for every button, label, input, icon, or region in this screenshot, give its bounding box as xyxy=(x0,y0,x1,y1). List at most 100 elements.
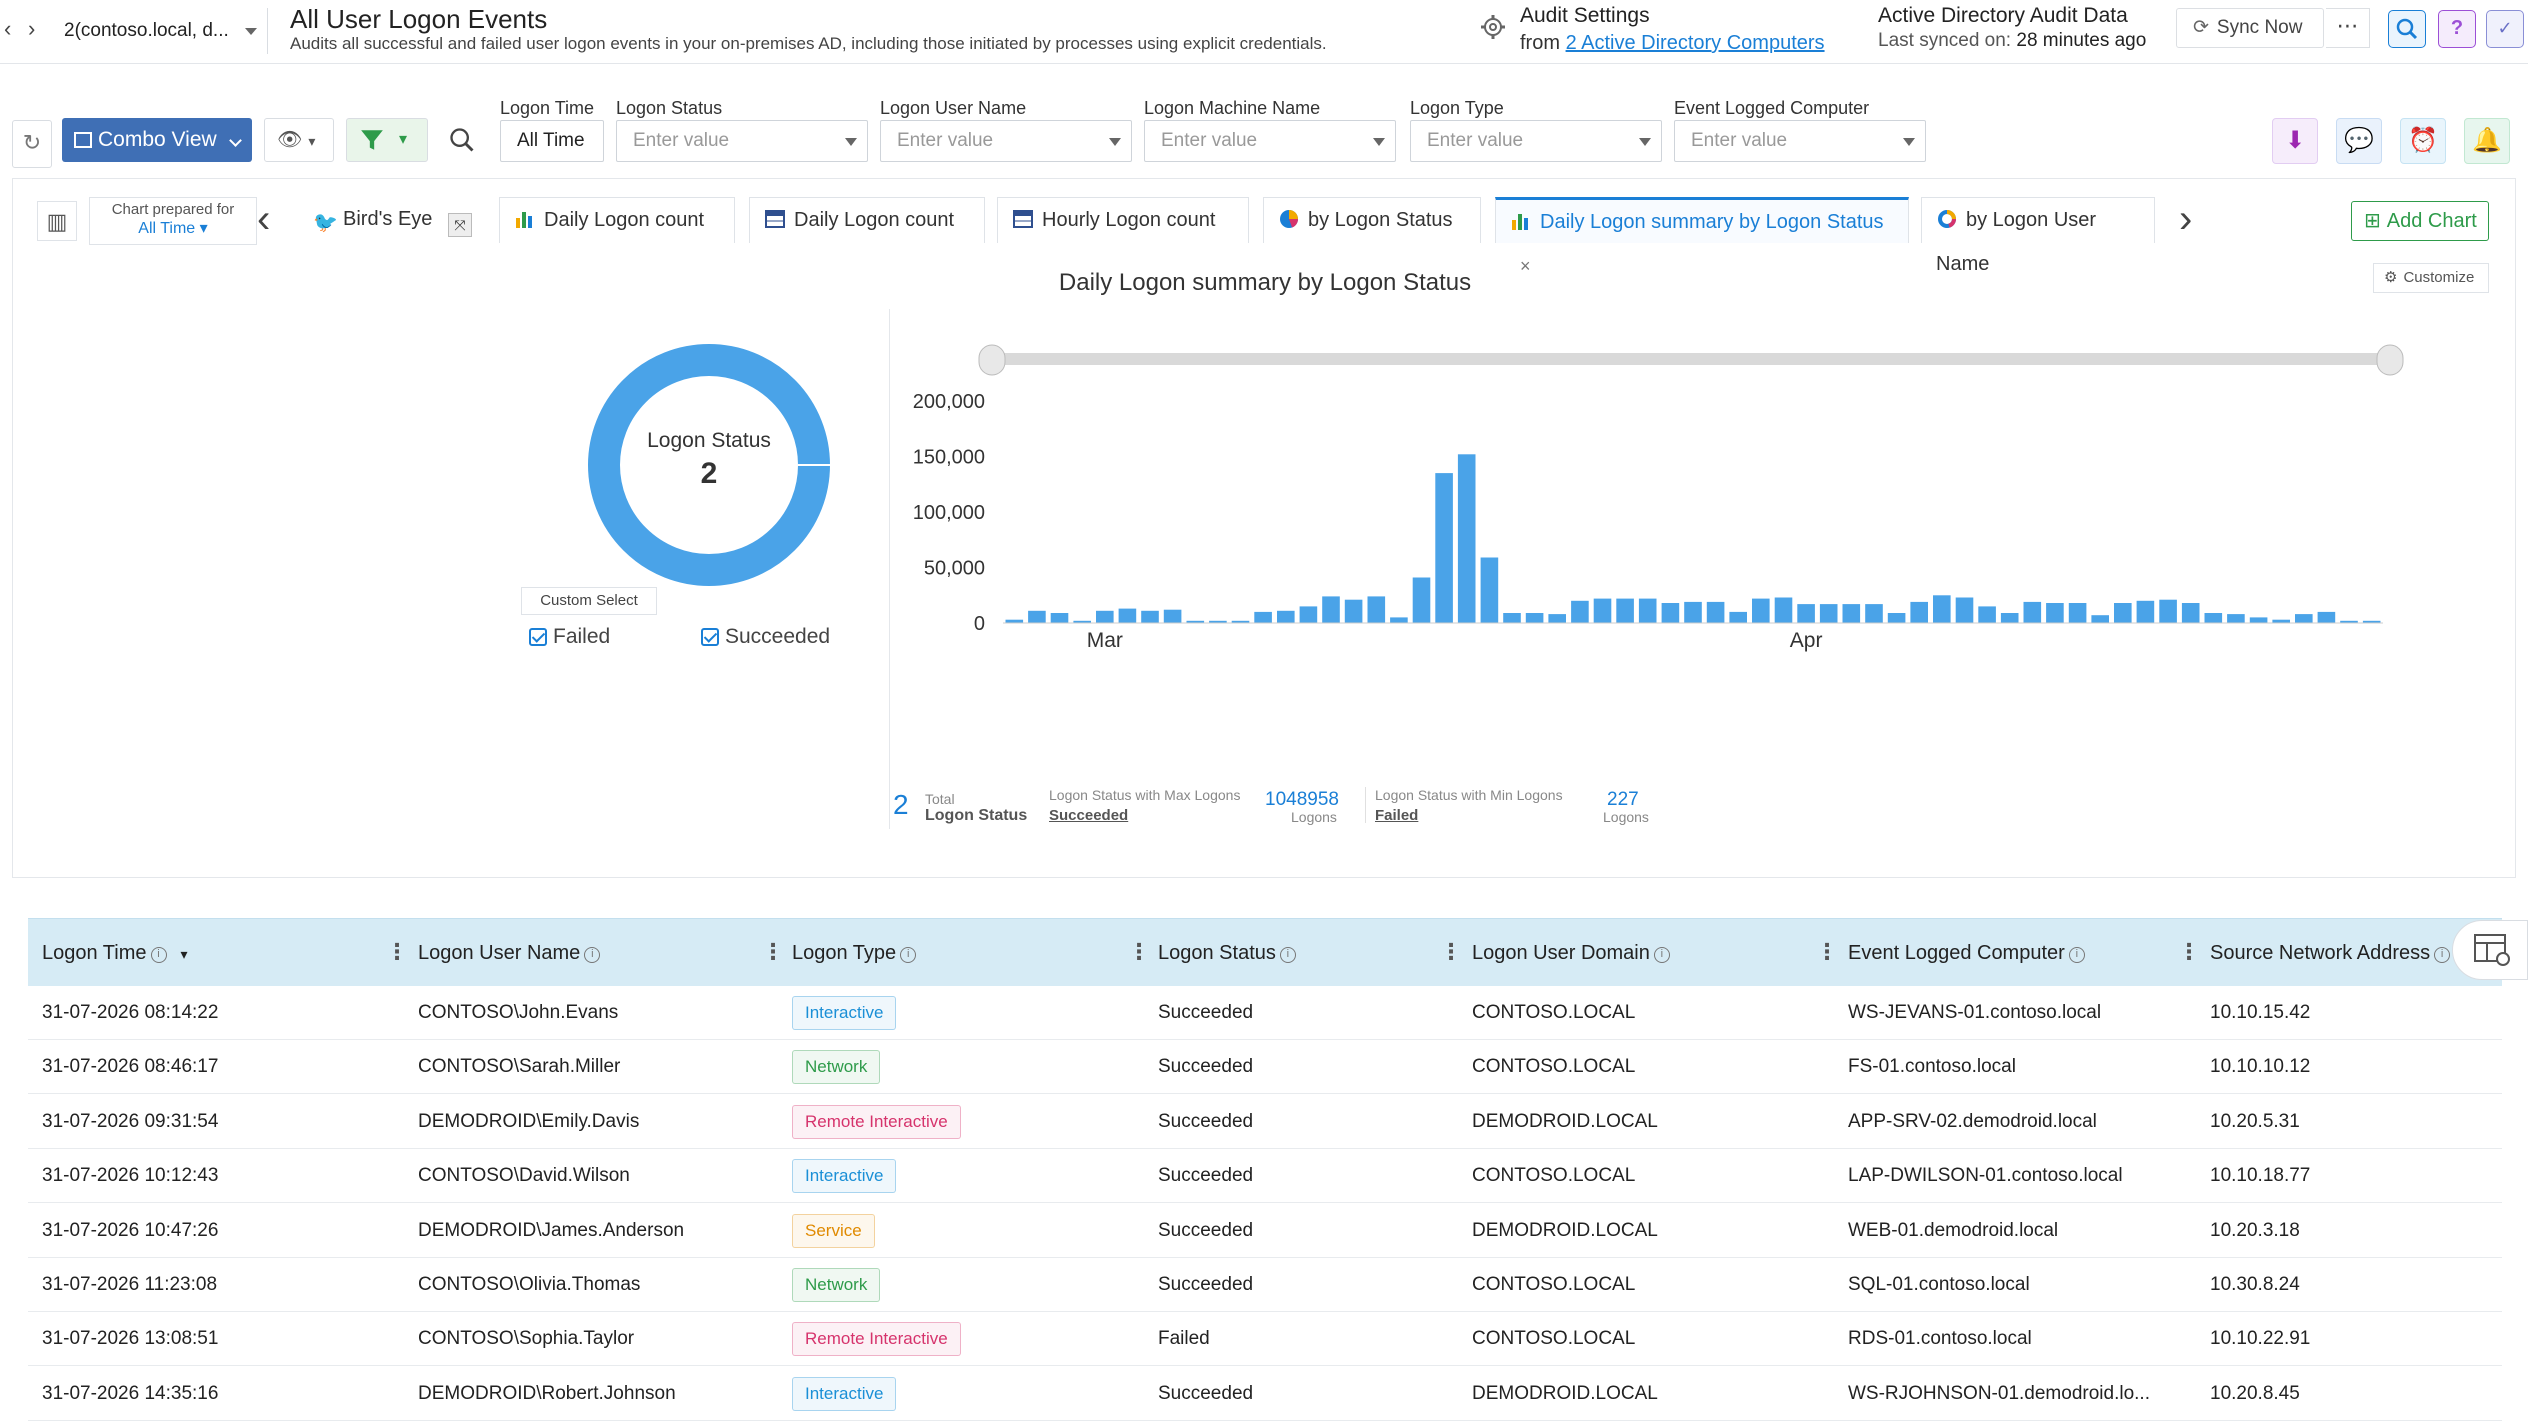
chart-bar[interactable] xyxy=(2046,603,2064,623)
tabs-prev-chevron-icon[interactable]: ‹ xyxy=(257,197,271,241)
chart-bar[interactable] xyxy=(1096,610,1114,623)
chart-bar[interactable] xyxy=(2340,620,2358,623)
info-icon[interactable]: i xyxy=(2068,947,2085,963)
chart-bar[interactable] xyxy=(1661,603,1680,623)
chart-bar[interactable] xyxy=(2317,611,2336,623)
more-options-button[interactable]: ⋯ xyxy=(2326,8,2370,48)
info-icon[interactable]: i xyxy=(1279,947,1296,963)
chart-bar[interactable] xyxy=(1435,473,1453,623)
chart-bar[interactable] xyxy=(1050,613,1069,623)
range-slider-right-handle[interactable] xyxy=(2376,344,2404,376)
audit-computers-link[interactable]: 2 Active Directory Computers xyxy=(1565,32,1825,54)
tabs-next-chevron-icon[interactable]: › xyxy=(2179,197,2193,241)
chart-bar[interactable] xyxy=(1616,598,1634,623)
chart-bar[interactable] xyxy=(1978,606,1996,623)
chart-bar[interactable] xyxy=(2068,603,2087,623)
chart-bar[interactable] xyxy=(1571,600,1589,623)
export-button[interactable]: ⬇ xyxy=(2272,118,2318,164)
chart-bar[interactable] xyxy=(1729,611,1747,623)
tab-birds-eye[interactable]: 🐦 Bird's Eye ⤧ xyxy=(299,197,483,243)
chart-bar[interactable] xyxy=(1209,620,1227,623)
table-row[interactable]: 31-07-2026 10:47:26 DEMODROID\James.Ander… xyxy=(28,1204,2502,1258)
chart-bar[interactable] xyxy=(2204,613,2223,623)
chart-bar[interactable] xyxy=(1277,610,1295,623)
checkbox-checked-icon[interactable] xyxy=(529,628,547,646)
chart-bar[interactable] xyxy=(1299,606,1318,623)
event-logged-computer-filter[interactable]: Enter value xyxy=(1674,120,1926,162)
expand-icon[interactable]: ⤧ xyxy=(447,213,472,237)
chart-bar[interactable] xyxy=(1593,598,1612,623)
column-header-logon-user-name[interactable]: Logon User Name i xyxy=(418,919,601,987)
chart-bar[interactable] xyxy=(1887,613,1906,623)
logon-time-filter[interactable]: All Time xyxy=(500,120,604,162)
chart-bar[interactable] xyxy=(2023,601,2042,623)
customize-button[interactable]: ⚙ Customize xyxy=(2373,263,2489,293)
daily-logon-bar-chart[interactable]: 0 50,000 100,000 150,000 200,000 Mar Apr xyxy=(893,329,2413,789)
chart-bar[interactable] xyxy=(1548,614,1566,623)
help-button[interactable]: ? xyxy=(2438,10,2476,48)
chart-bar[interactable] xyxy=(1503,613,1521,623)
table-row[interactable]: 31-07-2026 09:31:54 DEMODROID\Emily.Davis… xyxy=(28,1095,2502,1149)
column-menu-icon[interactable]: ⋮ xyxy=(1440,939,1462,964)
range-slider-left-handle[interactable] xyxy=(978,344,1006,376)
logon-type-filter[interactable]: Enter value xyxy=(1410,120,1662,162)
logon-status-filter[interactable]: Enter value xyxy=(616,120,868,162)
chart-bar[interactable] xyxy=(1163,609,1182,623)
chart-bar[interactable] xyxy=(1706,601,1725,623)
column-header-logon-type[interactable]: Logon Type i xyxy=(792,919,917,987)
tab-daily-logon-count-2[interactable]: Daily Logon count xyxy=(749,197,985,243)
column-menu-icon[interactable]: ⋮ xyxy=(1816,939,1838,964)
chart-bar[interactable] xyxy=(1073,620,1091,623)
column-menu-icon[interactable]: ⋮ xyxy=(2178,939,2200,964)
summary-max-name[interactable]: Succeeded xyxy=(1049,807,1129,824)
legend-failed[interactable]: Failed xyxy=(529,625,610,649)
column-menu-icon[interactable]: ⋮ xyxy=(762,939,784,964)
search-button[interactable] xyxy=(2388,10,2426,48)
chart-bar[interactable] xyxy=(1638,598,1657,623)
forward-arrow-icon[interactable]: › xyxy=(28,16,36,41)
column-menu-icon[interactable]: ⋮ xyxy=(386,939,408,964)
logon-status-donut[interactable] xyxy=(573,329,845,601)
chart-bar[interactable] xyxy=(1322,596,1340,623)
table-row[interactable]: 31-07-2026 10:12:43 CONTOSO\David.Wilson I… xyxy=(28,1149,2502,1204)
combo-view-button[interactable]: Combo View xyxy=(62,118,252,162)
sort-chevron-down-icon[interactable]: ▾ xyxy=(180,946,188,962)
column-settings-button[interactable] xyxy=(2452,920,2528,980)
summary-min-name[interactable]: Failed xyxy=(1375,807,1419,824)
chart-bar[interactable] xyxy=(1842,604,1861,623)
chart-bar[interactable] xyxy=(1367,596,1386,623)
sync-now-button[interactable]: ⟳ Sync Now xyxy=(2176,8,2324,48)
range-slider-track[interactable] xyxy=(993,353,2393,365)
chart-bar[interactable] xyxy=(2114,603,2132,623)
chart-bar[interactable] xyxy=(2295,614,2313,623)
tab-daily-logon-summary-by-logon-status[interactable]: Daily Logon summary by Logon Status × xyxy=(1495,197,1909,276)
column-header-logon-time[interactable]: Logon Time i ▾ xyxy=(42,919,188,987)
info-icon[interactable]: i xyxy=(584,947,601,963)
chart-bar[interactable] xyxy=(1819,604,1838,623)
column-header-source-network-address[interactable]: Source Network Address i xyxy=(2210,919,2451,987)
chart-bar[interactable] xyxy=(1955,597,1974,624)
chat-button[interactable]: 💬 xyxy=(2336,118,2382,164)
checkbox-checked-icon[interactable] xyxy=(701,628,719,646)
schedule-button[interactable]: ⏰ xyxy=(2400,118,2446,164)
audit-settings-icon[interactable] xyxy=(1478,10,1512,44)
chart-bar[interactable] xyxy=(2227,614,2245,623)
info-icon[interactable]: i xyxy=(1653,947,1670,963)
tab-hourly-logon-count[interactable]: Hourly Logon count xyxy=(997,197,1249,243)
chart-bar[interactable] xyxy=(1752,598,1770,623)
chart-bar[interactable] xyxy=(1933,595,1951,624)
info-icon[interactable]: i xyxy=(150,947,167,963)
chart-bar[interactable] xyxy=(2181,603,2200,623)
column-menu-icon[interactable]: ⋮ xyxy=(1128,939,1150,964)
status-check-button[interactable]: ✓ xyxy=(2486,10,2524,48)
chart-bar[interactable] xyxy=(1525,613,1544,623)
logon-user-name-filter[interactable]: Enter value xyxy=(880,120,1132,162)
chart-bar[interactable] xyxy=(1005,619,1024,623)
chart-bar[interactable] xyxy=(2000,613,2019,623)
chart-bar[interactable] xyxy=(1797,604,1815,623)
chart-bar[interactable] xyxy=(1028,610,1046,623)
close-tab-icon[interactable]: × xyxy=(1520,256,1531,276)
chart-bar[interactable] xyxy=(2136,600,2155,623)
column-header-logon-user-domain[interactable]: Logon User Domain i xyxy=(1472,919,1670,987)
chart-bar[interactable] xyxy=(1390,617,1408,623)
